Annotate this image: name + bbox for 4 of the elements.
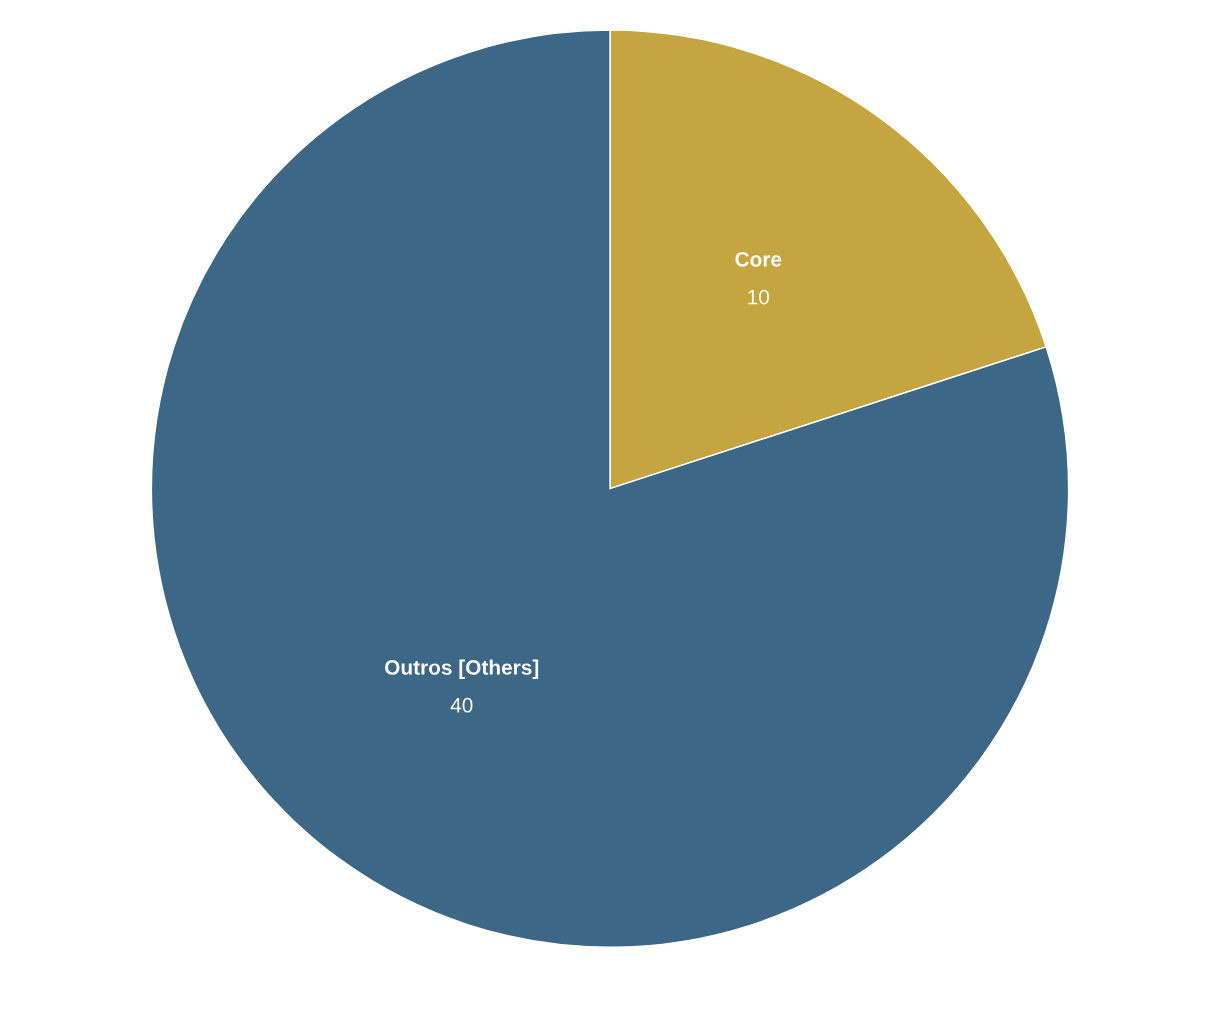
slice-label: Core <box>735 251 782 267</box>
data-label: 10 <box>748 289 770 305</box>
data-label: 40 <box>450 697 473 713</box>
slice-label: Outros [Others] <box>385 659 539 679</box>
